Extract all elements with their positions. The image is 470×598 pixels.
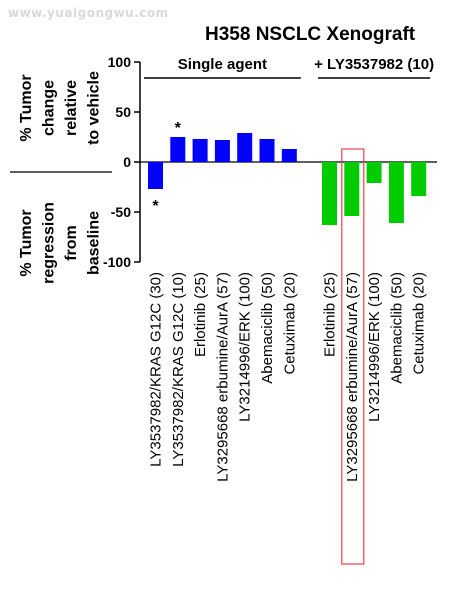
highlight-rectangle <box>341 148 365 565</box>
bars <box>148 133 427 225</box>
category-label: LY3214996/ERK (100) <box>366 272 383 422</box>
bar <box>388 162 404 223</box>
watermark-text: www.yuaigongwu.com <box>8 6 169 20</box>
bar <box>281 149 297 162</box>
y-axis: 100 50 0 -50 -100 <box>103 54 141 270</box>
category-label: LY3295668 erbumine/AurA (57) <box>344 272 361 482</box>
group-labels: Single agent + LY3537982 (10) <box>144 56 434 79</box>
y-axis-label-line: % Tumor <box>18 74 35 141</box>
y-axis-label-line: regression <box>41 202 58 284</box>
y-axis-label-line: from <box>63 225 80 261</box>
bar <box>322 162 337 225</box>
category-label: Cetuximab (20) <box>281 272 298 375</box>
y-axis-label-lower: % Tumor regression from baseline <box>18 202 103 284</box>
category-label: LY3537982/KRAS G12C (10) <box>170 272 187 467</box>
bar <box>237 133 253 162</box>
bar <box>148 162 163 189</box>
category-labels: LY3537982/KRAS G12C (30) LY3537982/KRAS G… <box>148 272 428 482</box>
y-axis-label-line: change <box>41 80 58 136</box>
category-label: Abemaciclib (50) <box>388 272 405 384</box>
significance-star: * <box>175 120 182 137</box>
y-tick-label: 0 <box>123 154 131 170</box>
category-label: Cetuximab (20) <box>411 272 428 375</box>
group-label: + LY3537982 (10) <box>314 56 434 73</box>
bar <box>411 162 427 196</box>
bar <box>170 137 186 162</box>
bar <box>192 139 208 162</box>
category-label: LY3537982/KRAS G12C (30) <box>148 272 165 467</box>
category-label: Erlotinib (25) <box>322 272 339 357</box>
bar <box>344 162 360 216</box>
category-label: LY3295668 erbumine/AurA (57) <box>214 272 231 482</box>
y-tick-label: -100 <box>103 254 131 270</box>
y-tick-label: 50 <box>115 104 131 120</box>
bar <box>366 162 382 183</box>
significance-markers: ** <box>152 120 181 215</box>
y-tick-label: 100 <box>108 54 132 70</box>
bar <box>214 140 230 162</box>
y-axis-label-line: relative <box>63 80 80 136</box>
category-label: LY3214996/ERK (100) <box>237 272 254 422</box>
y-axis-label-upper: % Tumor change relative to vehicle <box>18 71 103 145</box>
category-label: Abemaciclib (50) <box>259 272 276 384</box>
significance-star: * <box>152 198 159 215</box>
y-axis-label-line: % Tumor <box>18 209 35 276</box>
y-axis-label-line: to vehicle <box>86 71 103 145</box>
group-label: Single agent <box>178 56 267 73</box>
bar <box>259 139 275 162</box>
chart-title: H358 NSCLC Xenograft <box>205 24 416 45</box>
y-tick-label: -50 <box>111 204 131 220</box>
y-axis-label-line: baseline <box>86 211 103 275</box>
highlight-box <box>341 148 365 565</box>
category-label: Erlotinib (25) <box>192 272 209 357</box>
